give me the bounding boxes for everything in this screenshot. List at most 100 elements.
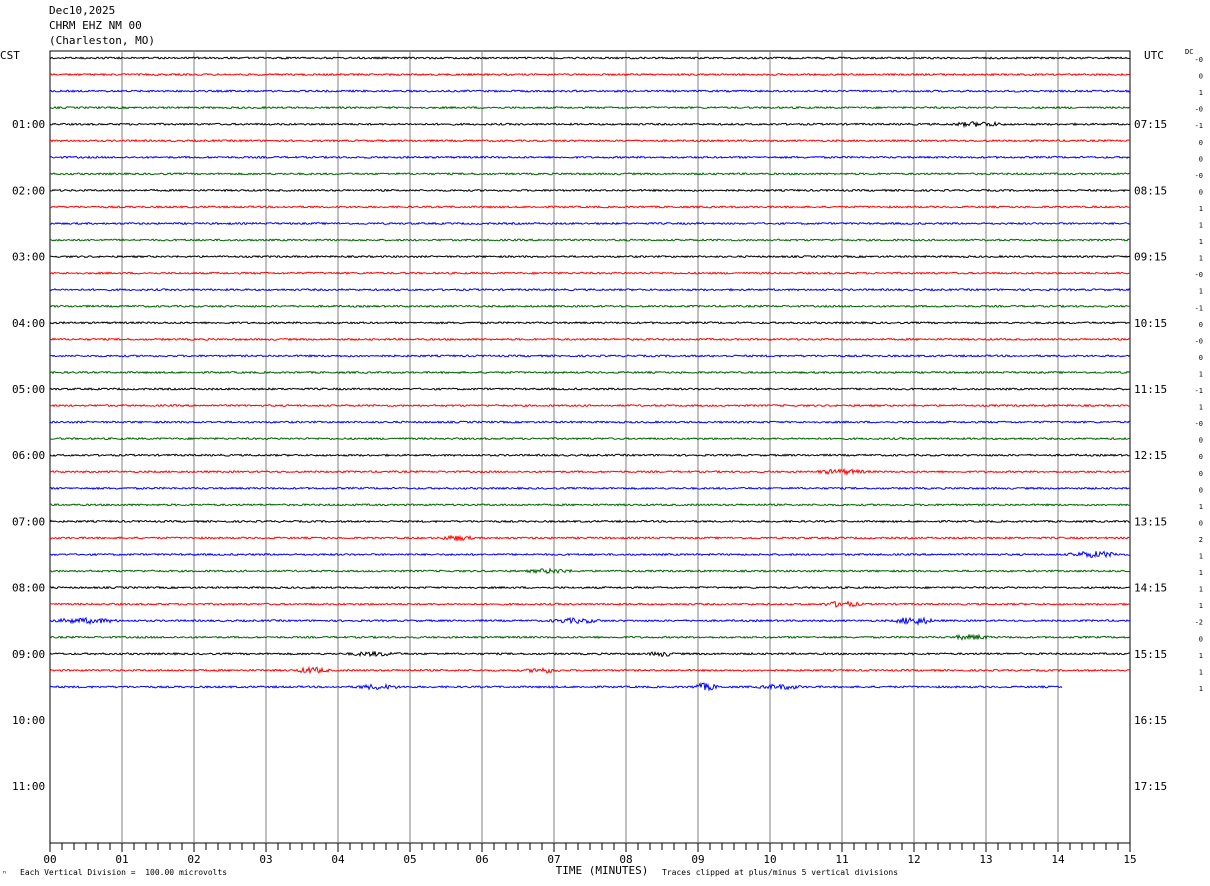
dc-offset-value: 1 [1199, 205, 1203, 213]
dc-offset-value: -0 [1195, 337, 1203, 345]
dc-offset-value: 1 [1199, 668, 1203, 676]
seismic-trace [49, 304, 1131, 309]
dc-offset-value: -0 [1195, 172, 1203, 180]
right-hour-label: 16:15 [1134, 714, 1167, 727]
grid-layer [49, 50, 1131, 852]
left-hour-label: 10:00 [12, 714, 45, 727]
seismic-trace [49, 172, 1130, 176]
dc-offset-value: 1 [1199, 89, 1203, 97]
seismic-trace [49, 453, 1130, 458]
dc-offset-value: 0 [1199, 437, 1203, 445]
dc-offset-value: 1 [1199, 222, 1203, 230]
seismic-trace [50, 503, 1131, 507]
seismic-trace [49, 585, 1131, 590]
dc-offset-value: -0 [1195, 420, 1203, 428]
x-tick-label: 07 [547, 853, 560, 866]
seismic-trace [49, 138, 1131, 143]
seismic-trace [50, 254, 1131, 259]
seismic-trace [49, 486, 1131, 491]
x-axis-title: TIME (MINUTES) [556, 864, 649, 877]
left-hour-label: 03:00 [12, 251, 45, 264]
seismic-trace [49, 665, 1131, 675]
dc-offset-value: 0 [1199, 139, 1203, 147]
right-hour-label: 09:15 [1134, 251, 1167, 264]
dc-offset-value: 0 [1199, 453, 1203, 461]
dc-offset-value: -1 [1195, 387, 1203, 395]
dc-offset-value: 0 [1199, 519, 1203, 527]
x-tick-label: 15 [1123, 853, 1136, 866]
seismic-trace [49, 188, 1131, 193]
x-tick-label: 05 [403, 853, 416, 866]
seismic-trace [49, 567, 1131, 575]
left-hour-label: 05:00 [12, 383, 45, 396]
seismic-trace [49, 370, 1131, 375]
x-tick-label: 10 [763, 853, 776, 866]
seismic-trace [49, 420, 1131, 424]
dc-offset-value: 1 [1199, 255, 1203, 263]
seismic-trace [49, 550, 1131, 559]
dc-offset-value: -1 [1195, 304, 1203, 312]
right-hour-label: 12:15 [1134, 449, 1167, 462]
left-hour-label: 07:00 [12, 515, 45, 528]
seismic-trace [49, 337, 1130, 342]
dc-offset-value: -0 [1195, 56, 1203, 64]
left-hour-label: 11:00 [12, 780, 45, 793]
dc-offset-value: 0 [1199, 155, 1203, 163]
right-hour-label: 10:15 [1134, 317, 1167, 330]
seismic-trace [49, 72, 1131, 77]
seismic-trace [49, 467, 1131, 476]
plot-date: Dec10,2025 [49, 4, 116, 17]
seismic-trace [49, 534, 1131, 542]
dc-offset-value: 1 [1199, 288, 1203, 296]
left-hour-label: 08:00 [12, 582, 45, 595]
station-code: CHRM EHZ NM 00 [49, 19, 142, 32]
seismic-trace [49, 633, 1131, 641]
right-hour-label: 14:15 [1134, 582, 1167, 595]
dc-offset-value: 1 [1199, 370, 1203, 378]
seismic-trace [49, 519, 1131, 524]
dc-offset-value: -0 [1195, 271, 1203, 279]
x-tick-label: 03 [259, 853, 272, 866]
dc-offset-value: 1 [1199, 685, 1203, 693]
seismic-trace [49, 436, 1131, 441]
vertical-division-note: Each Vertical Division = 100.00 microvol… [20, 868, 228, 877]
dc-offset-value: -0 [1195, 106, 1203, 114]
x-tick-label: 01 [115, 853, 128, 866]
seismic-trace [49, 600, 1131, 609]
seismic-trace [49, 271, 1131, 275]
right-hour-label: 07:15 [1134, 118, 1167, 131]
label-layer: 00 01 02 03 04 05 06 07 08 09 10 11 12 13 14 1501:0002:… [12, 56, 1203, 866]
right-hour-label: 11:15 [1134, 383, 1167, 396]
seismic-trace [49, 155, 1130, 160]
dc-offset-value: 0 [1199, 73, 1203, 81]
seismic-trace [49, 681, 1063, 692]
seismic-trace [49, 616, 1131, 627]
dc-offset-value: 0 [1199, 188, 1203, 196]
left-hour-label: 02:00 [12, 184, 45, 197]
right-hour-label: 13:15 [1134, 515, 1167, 528]
clipping-note: Traces clipped at plus/minus 5 vertical … [662, 868, 899, 877]
seismic-trace [49, 238, 1131, 242]
x-tick-label: 09 [691, 853, 704, 866]
dc-offset-value: 2 [1199, 536, 1203, 544]
dc-offset-value: 1 [1199, 238, 1203, 246]
left-hour-label: 06:00 [12, 449, 45, 462]
right-hour-label: 08:15 [1134, 184, 1167, 197]
dc-offset-value: 0 [1199, 354, 1203, 362]
seismic-trace [49, 353, 1131, 358]
dc-offset-value: 1 [1199, 404, 1203, 412]
x-tick-label: 14 [1051, 853, 1065, 866]
seismic-trace [49, 650, 1131, 658]
seismic-trace [49, 105, 1131, 110]
footer-mark: ⁿ [2, 869, 7, 878]
seismic-trace [49, 287, 1131, 292]
dc-offset-value: 0 [1199, 321, 1203, 329]
dc-offset-value: 1 [1199, 602, 1203, 610]
x-tick-label: 11 [835, 853, 848, 866]
seismic-trace [49, 320, 1131, 325]
x-tick-label: 08 [619, 853, 632, 866]
right-timezone-label: UTC [1144, 49, 1164, 62]
x-tick-label: 04 [331, 853, 345, 866]
dc-offset-value: 0 [1199, 470, 1203, 478]
